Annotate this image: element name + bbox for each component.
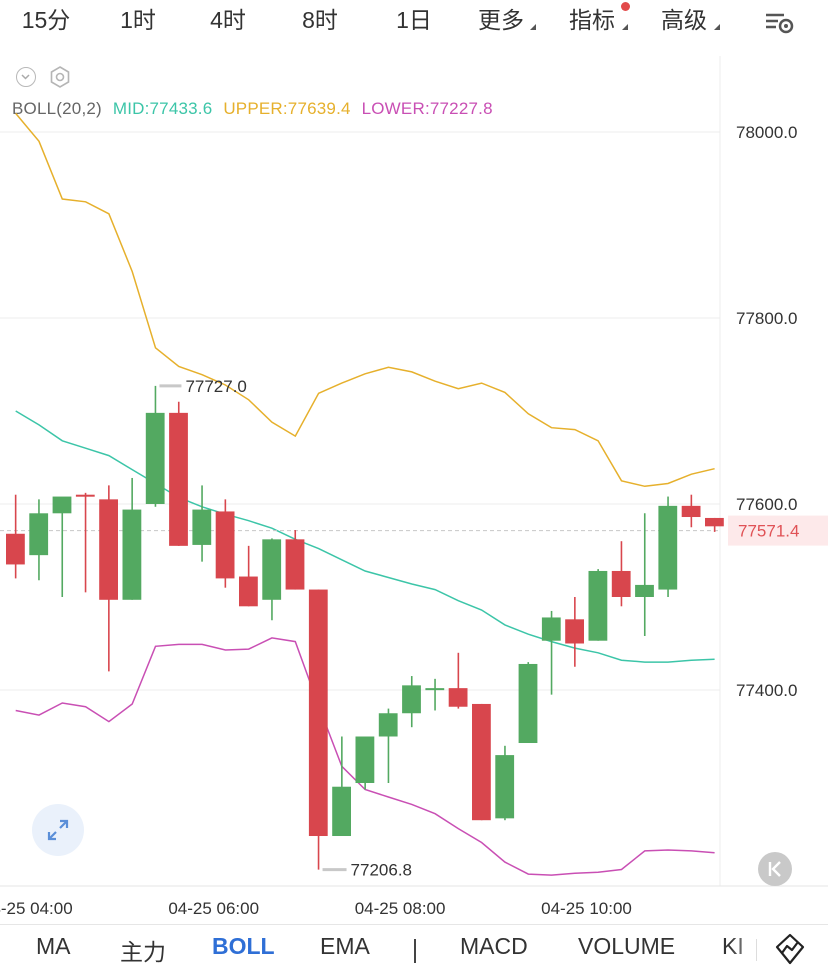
scroll-fade [730,925,770,970]
dropdown-caret-icon [530,24,536,30]
tab-1h[interactable]: 1时 [120,7,156,33]
boll-legend-name: BOLL(20,2) [12,99,102,118]
tab-advanced[interactable]: 高级 [661,7,707,33]
low-price-label: 77206.8 [351,861,412,880]
x-tick-label: 04-25 10:00 [541,899,632,918]
indicator-divider [414,939,416,963]
tab-more[interactable]: 更多 [478,7,524,33]
chevron-down-circle-icon[interactable] [16,67,36,87]
chart-settings-icon[interactable] [760,6,800,40]
last-price-tag [728,515,828,546]
candle-body [169,412,188,546]
candle-body [239,576,258,607]
candle-body [308,589,328,837]
back-to-latest-icon[interactable] [758,852,792,886]
indicator-volume[interactable]: VOLUME [578,933,676,959]
candle-body [215,511,235,579]
boll-legend: BOLL(20,2) MID:77433.6 UPPER:77639.4 LOW… [12,99,499,119]
x-tick-label: 04-25 08:00 [355,899,446,918]
boll-line-upper [15,112,715,488]
tab-4h[interactable]: 4时 [210,7,246,33]
boll-legend-upper: UPPER:77639.4 [223,99,351,118]
candle-body [705,517,724,527]
boll-legend-mid: MID:77433.6 [112,99,213,118]
candle-body [355,736,375,783]
drawing-tool-icon[interactable] [774,933,806,965]
y-tick-label: 77600.0 [736,495,797,514]
candle-body [681,505,701,518]
timeframe-tab-bar: 15分 1时 4时 8时 1日 更多 指标 高级 [0,0,828,54]
tab-15min[interactable]: 15分 [21,7,71,33]
tab-8h[interactable]: 8时 [302,7,338,33]
candle-body [565,619,584,644]
indicator-bar: MA 主力 BOLL EMA MACD VOLUME KI [0,924,828,970]
candlestick-chart[interactable]: 78000.0 77800.0 77600.0 77400.0 04-25 04:00 0… [0,56,828,922]
candle-body [122,509,142,600]
dropdown-caret-icon [714,24,720,30]
candle-body [285,539,305,590]
indicator-main-force[interactable]: 主力 [120,939,166,965]
candle-body [541,617,561,641]
candle-body [611,570,631,597]
tab-indicators[interactable]: 指标 [569,7,615,33]
x-tick-label: 04-25 06:00 [168,899,259,918]
candle-body [425,688,445,691]
candle-body [99,499,118,600]
notification-dot [621,2,630,11]
dropdown-caret-icon [622,24,628,30]
candle-body [378,713,398,737]
boll-line-mid [15,410,715,663]
candle-body [658,505,678,590]
candle-body [588,570,608,641]
y-tick-label: 78000.0 [736,123,797,142]
gear-icon[interactable] [48,65,72,89]
candle-body [6,533,25,565]
last-price-label: 77571.4 [738,522,799,541]
candle-body [635,584,654,597]
candle-body [332,786,351,837]
toolbar-divider [756,939,757,961]
candle-body [402,685,421,714]
tab-1d[interactable]: 1日 [396,7,432,33]
candle-body [145,412,165,504]
x-tick-label: 04-25 04:00 [0,899,73,918]
indicator-ema[interactable]: EMA [320,933,370,959]
candle-body [192,509,212,545]
candle-body [472,703,491,821]
boll-legend-lower: LOWER:77227.8 [361,99,493,118]
high-price-label: 77727.0 [185,377,246,396]
indicator-boll[interactable]: BOLL [212,933,275,959]
indicator-macd[interactable]: MACD [460,933,528,959]
candle-body [75,494,95,497]
candle-body [262,539,282,600]
candle-body [29,513,49,556]
candle-body [52,496,72,514]
candle-body [448,688,468,707]
candle-body [518,663,538,744]
indicator-ma[interactable]: MA [36,933,71,959]
y-tick-label: 77800.0 [736,309,797,328]
candle-body [495,755,515,819]
expand-icon[interactable] [32,804,84,856]
y-tick-label: 77400.0 [736,681,797,700]
